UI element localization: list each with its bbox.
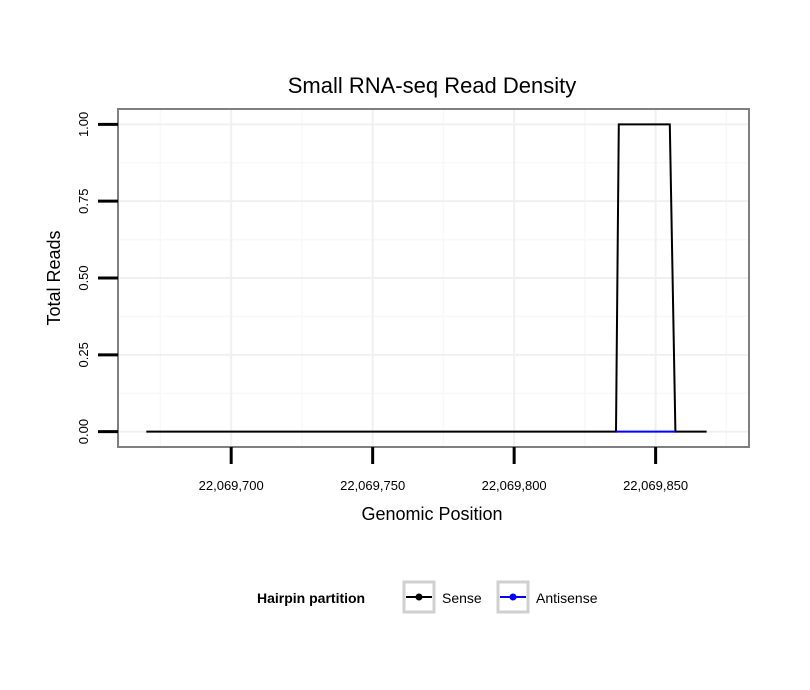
legend-label-sense: Sense	[442, 590, 482, 606]
x-tick-label: 22,069,850	[623, 478, 688, 493]
legend-item-sense: Sense	[402, 580, 482, 614]
y-axis-title: Total Reads	[44, 230, 64, 325]
y-tick-label: 0.75	[76, 189, 91, 214]
legend: Hairpin partition Sense Antisense	[257, 580, 598, 614]
chart-title: Small RNA-seq Read Density	[288, 73, 577, 98]
x-tick-label: 22,069,700	[199, 478, 264, 493]
x-axis-title: Genomic Position	[361, 504, 502, 524]
y-tick-label: 0.00	[76, 419, 91, 444]
y-tick-label: 0.25	[76, 342, 91, 367]
y-axis: 0.00 0.25 0.50 0.75 1.00	[76, 112, 118, 444]
x-tick-label: 22,069,750	[340, 478, 405, 493]
legend-title: Hairpin partition	[257, 590, 365, 606]
series-lines	[146, 123, 707, 433]
legend-key-point	[509, 593, 517, 601]
legend-label-antisense: Antisense	[536, 590, 598, 606]
x-tick-label: 22,069,800	[482, 478, 547, 493]
legend-item-antisense: Antisense	[496, 580, 598, 614]
x-axis: 22,069,700 22,069,750 22,069,800 22,069,850	[199, 447, 688, 493]
y-tick-label: 0.50	[76, 265, 91, 290]
y-tick-label: 1.00	[76, 112, 91, 137]
legend-key-point	[415, 593, 423, 601]
series-line-sense	[146, 123, 707, 433]
